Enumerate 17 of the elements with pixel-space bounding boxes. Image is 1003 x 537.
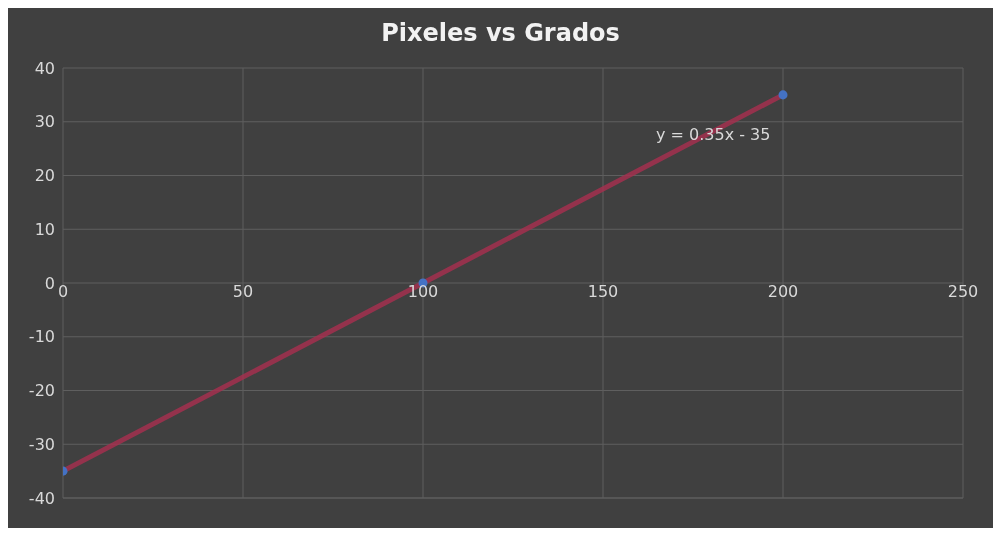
- y-tick-label: -30: [28, 434, 55, 454]
- chart-title: Pixeles vs Grados: [380, 18, 621, 49]
- y-tick-label: -10: [28, 327, 55, 347]
- x-tick-label: 250: [947, 282, 979, 301]
- y-tick-label: 10: [34, 219, 55, 239]
- point: [778, 90, 788, 100]
- y-tick-label: 20: [34, 166, 55, 186]
- x-tick-label: 50: [232, 282, 254, 301]
- y-tick-label: 40: [34, 58, 55, 78]
- y-tick-label: 30: [34, 112, 55, 132]
- y-tick-label: -40: [28, 488, 55, 508]
- x-tick-label: 150: [587, 282, 619, 301]
- y-tick-label: -20: [28, 381, 55, 401]
- x-tick-label: 100: [407, 282, 439, 301]
- x-tick-label: 0: [57, 282, 69, 301]
- annotation: y = 0.35x - 35: [656, 125, 771, 144]
- x-tick-label: 200: [767, 282, 799, 301]
